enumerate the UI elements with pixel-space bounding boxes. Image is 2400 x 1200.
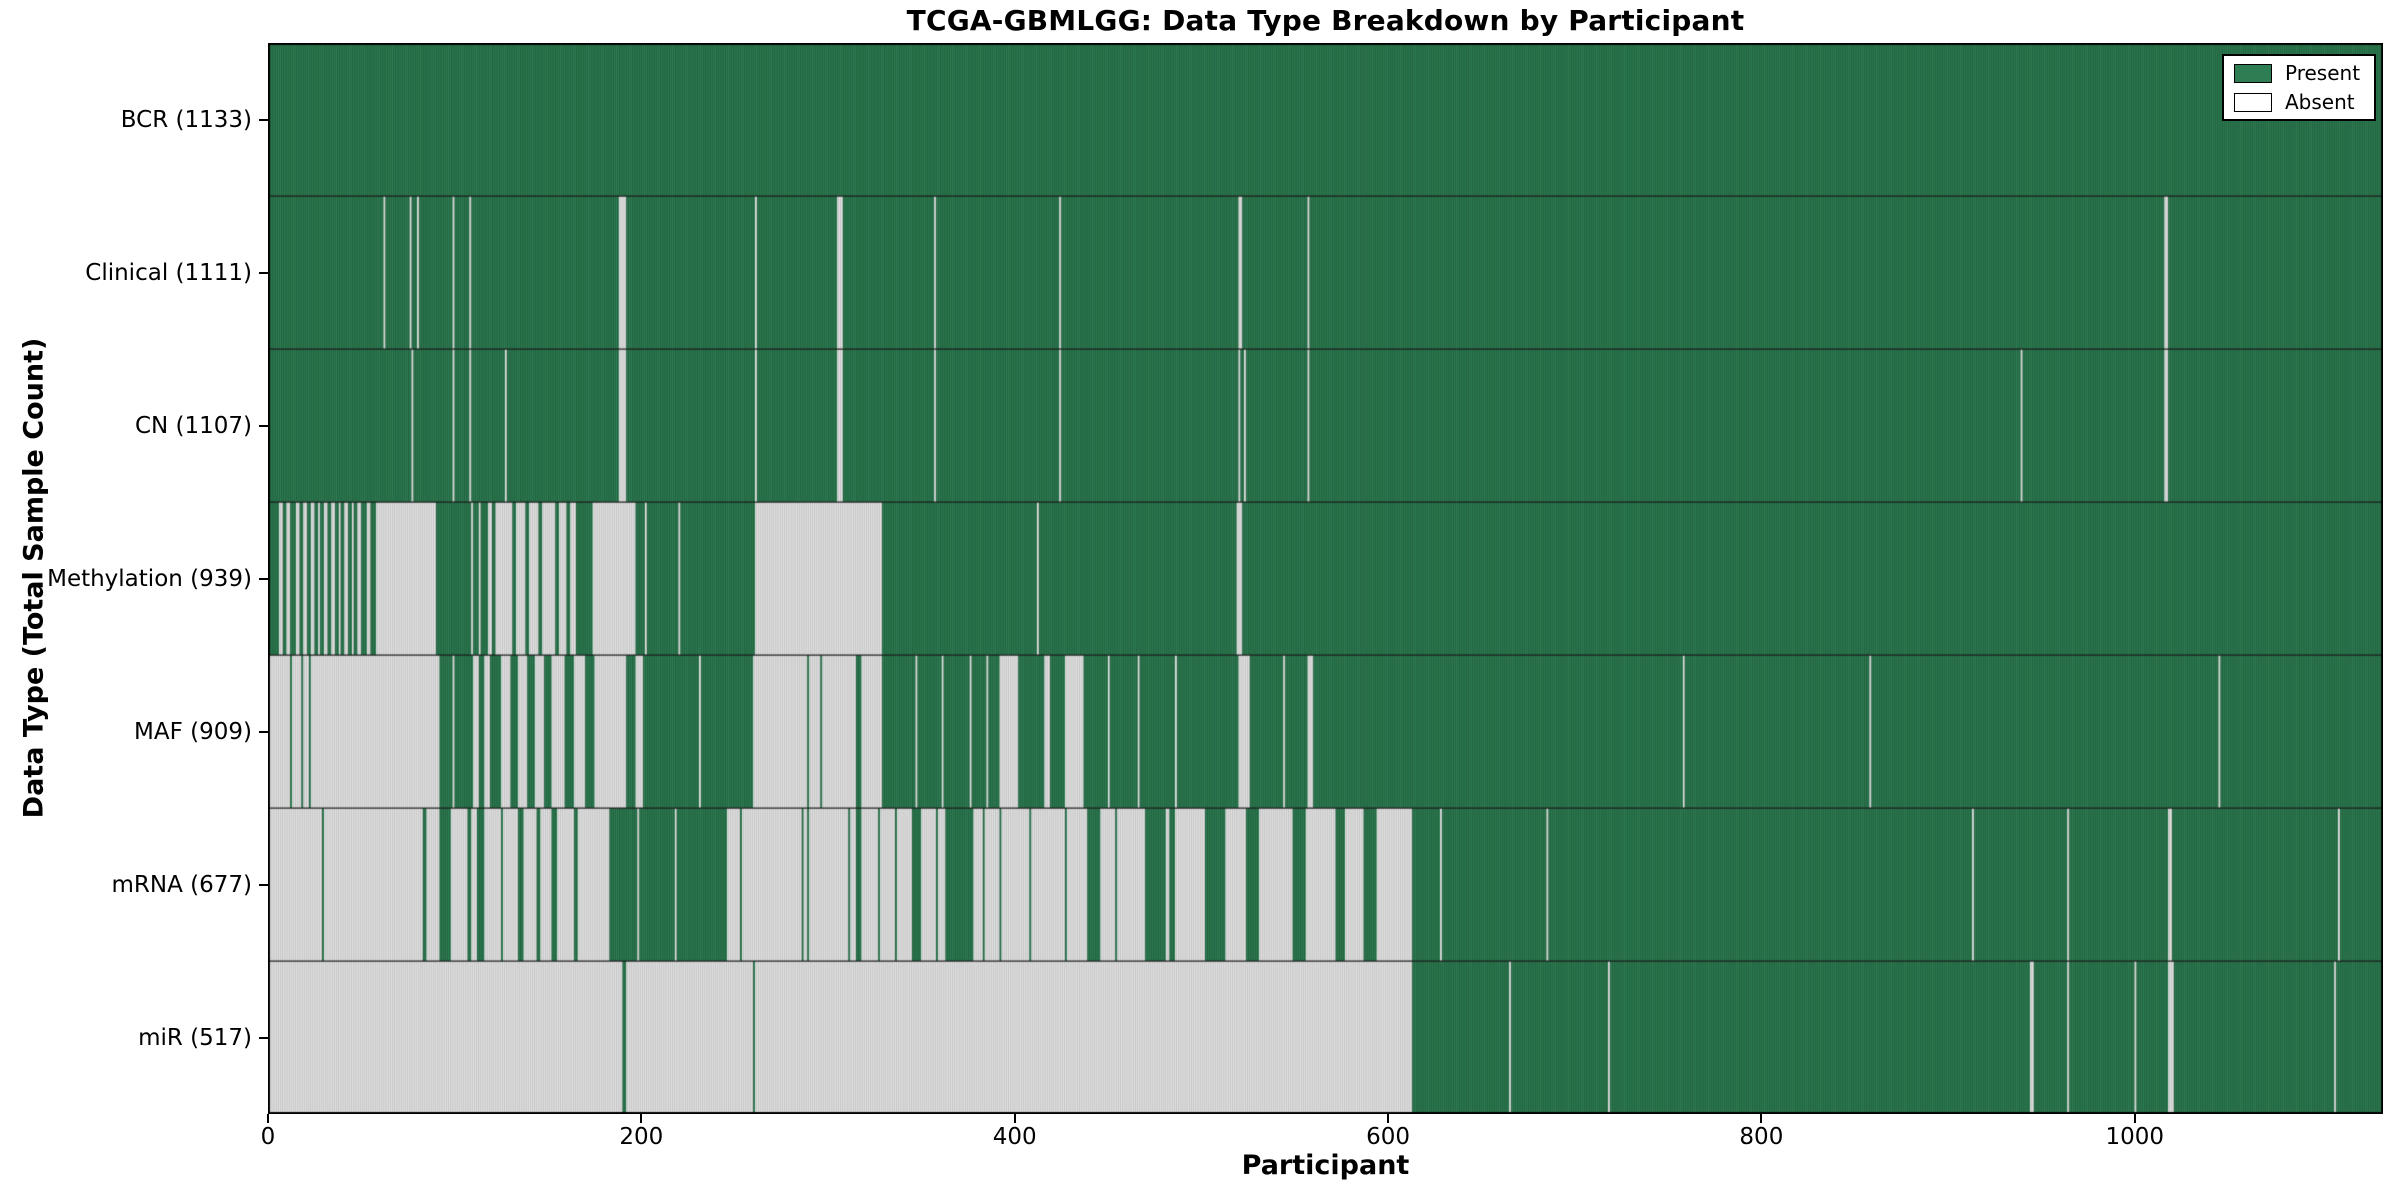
x-tick-label-400: 400	[992, 1124, 1037, 1150]
legend: Present Absent	[2222, 54, 2377, 121]
y-tick-mark	[259, 1036, 268, 1039]
x-tick-label-800: 800	[1739, 1124, 1784, 1150]
x-tick-label-600: 600	[1366, 1124, 1410, 1150]
legend-present-label: Present	[2285, 61, 2361, 85]
legend-item-present: Present	[2234, 63, 2360, 83]
x-axis-label: Participant	[1241, 1150, 1410, 1181]
y-tick-mark	[259, 118, 268, 121]
x-tick-mark	[267, 1114, 269, 1123]
legend-absent-label: Absent	[2285, 90, 2355, 114]
y-tick-mark	[259, 424, 268, 427]
x-tick-label-1000: 1000	[2105, 1124, 2164, 1150]
present-swatch-icon	[2234, 63, 2272, 83]
chart-title: TCGA-GBMLGG: Data Type Breakdown by Part…	[906, 4, 1745, 37]
absent-swatch-icon	[2234, 92, 2272, 112]
row-label-maf: MAF (909)	[134, 718, 252, 745]
x-tick-mark	[1387, 1114, 1390, 1123]
x-tick-mark	[1760, 1114, 1763, 1123]
heatmap-canvas	[268, 43, 2383, 1114]
y-tick-mark	[259, 577, 268, 580]
row-label-methylation: Methylation (939)	[47, 565, 252, 592]
y-tick-mark	[259, 883, 268, 886]
x-tick-mark	[1013, 1114, 1016, 1123]
row-label-bcr: BCR (1133)	[120, 106, 252, 133]
row-label-mrna: mRNA (677)	[111, 871, 252, 898]
x-tick-mark	[2133, 1114, 2136, 1123]
y-tick-mark	[259, 730, 268, 733]
legend-item-absent: Absent	[2234, 92, 2360, 112]
row-label-clinical: Clinical (1111)	[85, 259, 252, 286]
x-tick-label-200: 200	[619, 1124, 664, 1150]
row-label-cn: CN (1107)	[134, 412, 252, 439]
row-label-mir: miR (517)	[138, 1024, 252, 1051]
x-tick-label-0: 0	[260, 1124, 276, 1150]
y-tick-mark	[259, 271, 268, 274]
x-tick-mark	[640, 1114, 643, 1123]
